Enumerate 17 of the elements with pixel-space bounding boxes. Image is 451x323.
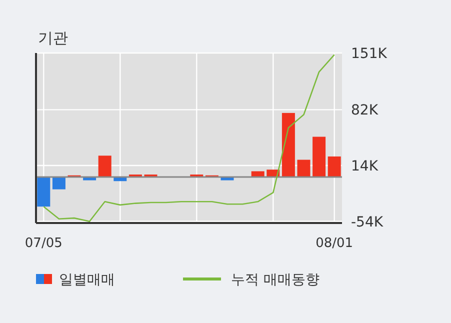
line-series bbox=[43, 54, 335, 222]
x-tick-label: 08/01 bbox=[316, 236, 354, 251]
legend-label: 누적 매매동향 bbox=[231, 272, 320, 288]
bar bbox=[282, 112, 295, 178]
bar bbox=[98, 156, 112, 178]
y-tick-label: -54K bbox=[351, 214, 384, 230]
bar bbox=[52, 177, 66, 190]
chart-title: 기관 bbox=[38, 29, 68, 47]
y-tick-label: 151K bbox=[351, 46, 388, 62]
y-tick-label: 14K bbox=[351, 158, 379, 175]
bar bbox=[37, 177, 50, 207]
x-tick-label: 07/05 bbox=[24, 236, 62, 251]
legend-label: 일별매매 bbox=[59, 272, 115, 288]
bar bbox=[328, 156, 341, 178]
y-tick-label: 82K bbox=[351, 102, 379, 119]
bar bbox=[297, 160, 310, 178]
bar bbox=[312, 136, 326, 178]
